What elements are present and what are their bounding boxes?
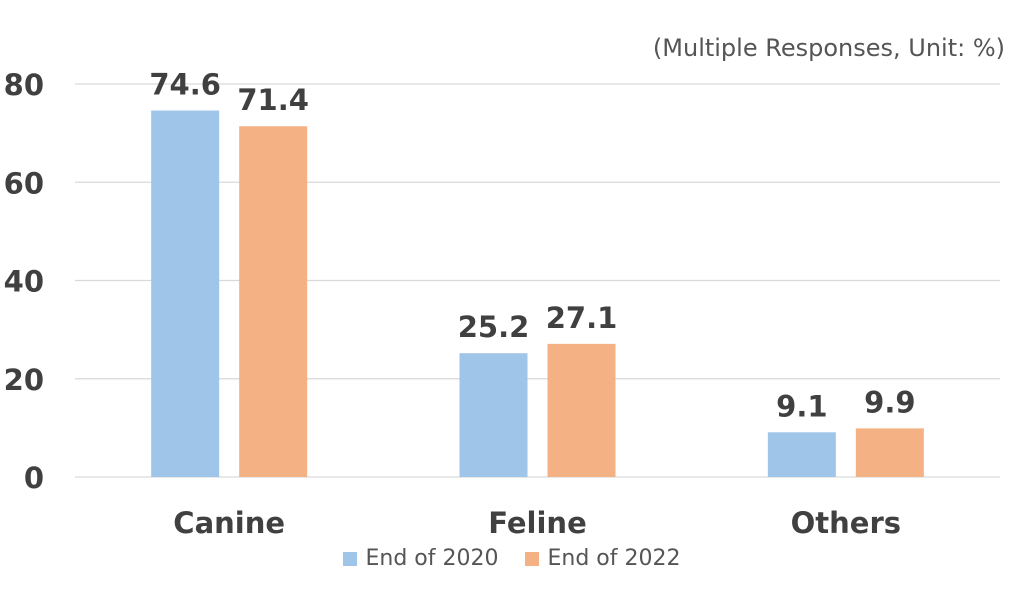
legend-swatch-series-2 — [524, 551, 539, 566]
y-tick-label: 80 — [4, 68, 44, 102]
legend-label-series-1: End of 2020 — [365, 546, 499, 571]
bar-others-series-2 — [855, 428, 924, 477]
data-label: 74.6 — [149, 68, 221, 102]
data-label: 9.9 — [864, 385, 915, 419]
data-label: 71.4 — [237, 83, 309, 117]
data-label: 27.1 — [546, 301, 618, 335]
data-label: 25.2 — [458, 310, 530, 344]
x-category-label: Others — [791, 506, 901, 540]
x-axis-category-labels: Canine Feline Others — [173, 506, 901, 540]
grid-lines — [75, 83, 1000, 478]
legend-item-series-2: End of 2022 — [524, 546, 681, 571]
y-tick-label: 40 — [4, 265, 44, 299]
x-category-label: Canine — [173, 506, 285, 540]
y-axis-tick-labels: 0 20 40 60 80 — [4, 68, 44, 495]
data-labels: 74.6 71.4 25.2 27.1 9.1 9.9 — [149, 68, 915, 424]
unit-note: (Multiple Responses, Unit: %) — [652, 34, 1005, 62]
legend-swatch-series-1 — [342, 551, 357, 566]
bar-chart: 0 20 40 60 80 74.6 71.4 25.2 27.1 9.1 9.9 Canine F… — [4, 68, 1000, 540]
bar-canine-series-1 — [151, 110, 220, 477]
data-label: 9.1 — [776, 389, 827, 423]
bars — [151, 110, 924, 477]
bar-feline-series-2 — [547, 343, 616, 477]
y-tick-label: 20 — [4, 363, 44, 397]
legend-item-series-1: End of 2020 — [342, 546, 499, 571]
bar-feline-series-1 — [459, 353, 528, 477]
x-category-label: Feline — [488, 506, 587, 540]
legend: End of 2020 End of 2022 — [0, 546, 1023, 571]
y-tick-label: 60 — [4, 166, 44, 200]
legend-label-series-2: End of 2022 — [547, 546, 681, 571]
y-tick-label: 0 — [24, 461, 44, 495]
bar-others-series-1 — [767, 432, 836, 477]
bar-canine-series-2 — [239, 126, 308, 477]
